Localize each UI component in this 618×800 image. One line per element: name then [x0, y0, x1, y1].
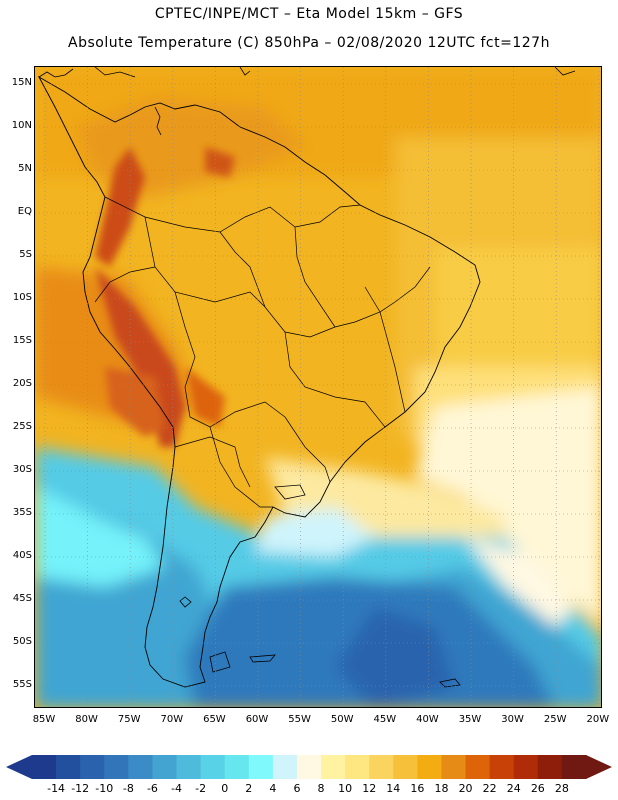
colorbar-label: -10	[95, 782, 114, 795]
map-title-line-2: Absolute Temperature (C) 850hPa – 02/08/…	[68, 35, 550, 51]
colorbar-swatch	[176, 755, 202, 779]
colorbar-swatch	[80, 755, 105, 779]
colorbar-label: 28	[554, 782, 569, 795]
colorbar-swatches	[32, 755, 587, 779]
colorbar-swatch	[393, 755, 418, 779]
colorbar-label: 20	[458, 782, 473, 795]
lat-label: 20S	[12, 378, 32, 389]
colorbar-label: 2	[245, 782, 253, 795]
lat-label: 15S	[12, 335, 32, 346]
colorbar-label: -14	[47, 782, 66, 795]
colorbar-label: -6	[146, 782, 158, 795]
lon-label: 40W	[416, 714, 439, 725]
country-borders	[94, 196, 431, 508]
map-title-line-1: CPTEC/INPE/MCT – Eta Model 15km – GFS	[154, 6, 464, 22]
colorbar-high-arrow	[586, 755, 612, 779]
islands	[179, 484, 461, 688]
lon-label: 55W	[288, 714, 311, 725]
andes-warm-band	[95, 147, 235, 447]
colorbar-swatch	[561, 755, 587, 779]
colorbar-swatch	[537, 755, 563, 779]
colorbar-swatch	[224, 755, 250, 779]
lon-label: 30W	[501, 714, 524, 725]
colorbar-low-arrow	[6, 755, 32, 779]
colorbar-label: -2	[195, 782, 207, 795]
colorbar-label: -4	[171, 782, 182, 795]
lon-label: 70W	[160, 714, 184, 725]
colorbar-swatch	[417, 755, 442, 779]
colorbar-label: -8	[122, 782, 134, 795]
colorbar-label: 24	[506, 782, 521, 795]
colorbar-swatch	[441, 755, 467, 779]
temperature-map	[34, 66, 602, 708]
lon-label: 25W	[543, 714, 567, 725]
colorbar-swatch	[345, 755, 370, 779]
colorbar-swatch	[369, 755, 394, 779]
colorbar-swatch	[248, 755, 274, 779]
colorbar-swatch	[296, 755, 322, 779]
colorbar-label: 26	[530, 782, 545, 795]
lon-label: 65W	[203, 714, 226, 725]
lon-label: 45W	[373, 714, 397, 725]
colorbar-label: 6	[293, 782, 301, 795]
lat-label: 50S	[12, 636, 32, 647]
colorbar-label: 12	[362, 782, 377, 795]
colorbar-swatch	[465, 755, 491, 779]
colorbar-label: 0	[221, 782, 229, 795]
colorbar-label: 10	[338, 782, 353, 795]
temperature-colorbar	[6, 755, 612, 779]
colorbar-label: 8	[317, 782, 325, 795]
colorbar-label: 4	[269, 782, 277, 795]
colorbar-label: -12	[71, 782, 90, 795]
lat-label: 45S	[12, 593, 32, 604]
lon-label: 20W	[586, 714, 610, 725]
lat-label: 10S	[12, 292, 32, 303]
lat-label: 5N	[18, 163, 32, 174]
south-america-coastline	[37, 75, 481, 688]
lon-label: 75W	[117, 714, 141, 725]
colorbar-swatch	[104, 755, 129, 779]
lat-label: EQ	[17, 206, 32, 217]
colorbar-label: 16	[410, 782, 425, 795]
lat-label: 5S	[19, 249, 32, 260]
colorbar-swatch	[200, 755, 226, 779]
colorbar-label: 14	[386, 782, 401, 795]
central-america-coastline	[38, 67, 576, 136]
colorbar-swatch	[152, 755, 178, 779]
lat-label: 25S	[12, 421, 32, 432]
lon-label: 35W	[458, 714, 482, 725]
colorbar-swatch	[321, 755, 346, 779]
lat-label: 40S	[12, 550, 32, 561]
lat-label: 35S	[12, 507, 32, 518]
colorbar-swatch	[56, 755, 81, 779]
colorbar-swatch	[272, 755, 298, 779]
lon-label: 80W	[75, 714, 98, 725]
lat-label: 30S	[12, 464, 32, 475]
lat-label: 10N	[11, 120, 32, 131]
lon-label: 50W	[330, 714, 354, 725]
colorbar-swatch	[513, 755, 539, 779]
lat-lon-grid	[35, 67, 601, 707]
lon-label: 60W	[245, 714, 269, 725]
colorbar-swatch	[489, 755, 515, 779]
colorbar-swatch	[128, 755, 153, 779]
colorbar-swatch	[32, 755, 57, 779]
lat-label: 15N	[11, 77, 32, 88]
lon-label: 85W	[32, 714, 56, 725]
colorbar-label: 18	[434, 782, 449, 795]
lat-label: 55S	[12, 679, 32, 690]
colorbar-label: 22	[482, 782, 497, 795]
